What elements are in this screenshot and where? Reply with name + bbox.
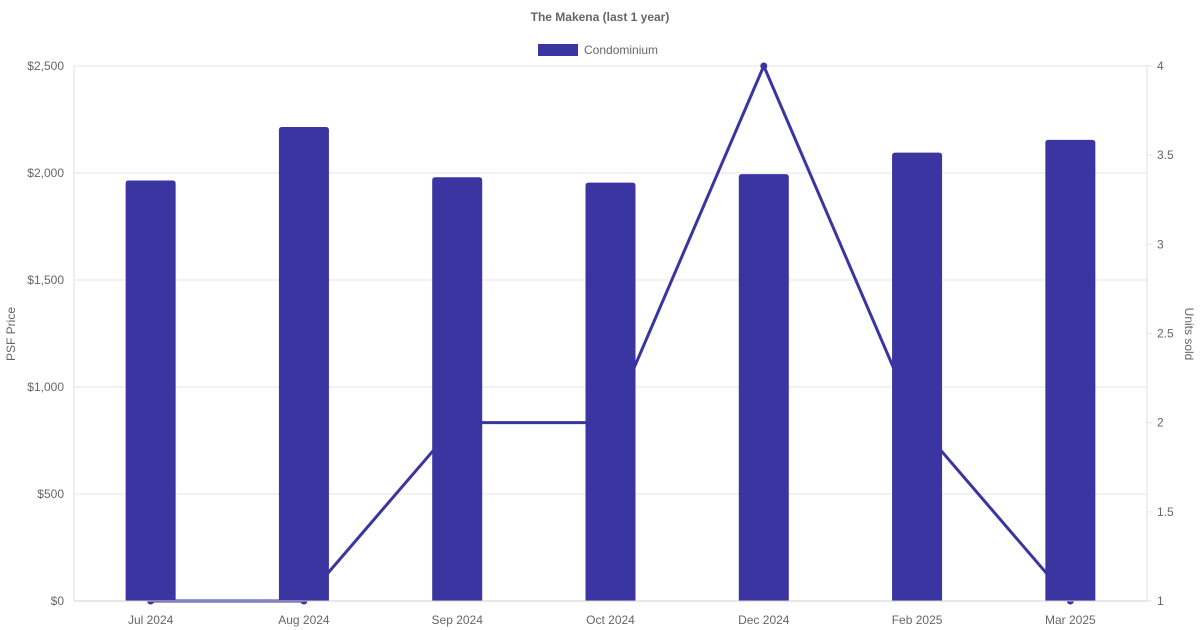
y-right-tick-label: 4 bbox=[1157, 59, 1164, 73]
units-point-feb-2025 bbox=[913, 419, 921, 427]
y-left-tick-label: $1,000 bbox=[27, 380, 64, 394]
x-tick-label: Jul 2024 bbox=[128, 613, 174, 627]
legend-swatch-condominium bbox=[538, 44, 578, 56]
y-left-tick-label: $2,500 bbox=[27, 59, 64, 73]
x-tick-label: Aug 2024 bbox=[278, 613, 330, 627]
x-tick-label: Oct 2024 bbox=[586, 613, 635, 627]
bar-series bbox=[125, 126, 1096, 602]
legend-label-condominium: Condominium bbox=[584, 43, 658, 57]
y-axis-right-title: Units sold bbox=[1182, 308, 1196, 361]
y-right-tick-label: 3 bbox=[1157, 237, 1164, 251]
x-tick-label: Mar 2025 bbox=[1045, 613, 1096, 627]
bar-dec-2024 bbox=[738, 174, 789, 601]
y-right-tick-label: 2.5 bbox=[1157, 327, 1174, 341]
axes: $0 $500 $1,000 $1,500 $2,000 $2,500 1 1.5 2 2.5 3 3… bbox=[27, 59, 1174, 627]
bar-mar-2025 bbox=[1045, 139, 1096, 601]
legend: Condominium bbox=[538, 43, 658, 57]
y-left-tick-label: $500 bbox=[37, 487, 64, 501]
y-axis-left-title: PSF Price bbox=[4, 307, 18, 361]
x-tick-label: Feb 2025 bbox=[892, 613, 943, 627]
units-point-sep-2024 bbox=[453, 419, 461, 427]
y-right-tick-label: 3.5 bbox=[1157, 148, 1174, 162]
y-left-tick-label: $0 bbox=[51, 594, 65, 608]
y-left-tick-label: $2,000 bbox=[27, 166, 64, 180]
y-right-tick-label: 2 bbox=[1157, 416, 1164, 430]
y-right-tick-label: 1 bbox=[1157, 594, 1164, 608]
y-left-tick-label: $1,500 bbox=[27, 273, 64, 287]
chart-title: The Makena (last 1 year) bbox=[531, 10, 670, 24]
bar-sep-2024 bbox=[432, 177, 483, 601]
bar-feb-2025 bbox=[892, 152, 943, 602]
x-tick-label: Sep 2024 bbox=[432, 613, 484, 627]
bar-aug-2024 bbox=[278, 126, 329, 602]
units-point-dec-2024 bbox=[760, 62, 768, 70]
bar-jul-2024 bbox=[125, 180, 176, 602]
x-tick-label: Dec 2024 bbox=[738, 613, 790, 627]
units-point-oct-2024 bbox=[607, 419, 614, 427]
bar-oct-2024 bbox=[585, 182, 636, 601]
y-right-tick-label: 1.5 bbox=[1157, 505, 1174, 519]
